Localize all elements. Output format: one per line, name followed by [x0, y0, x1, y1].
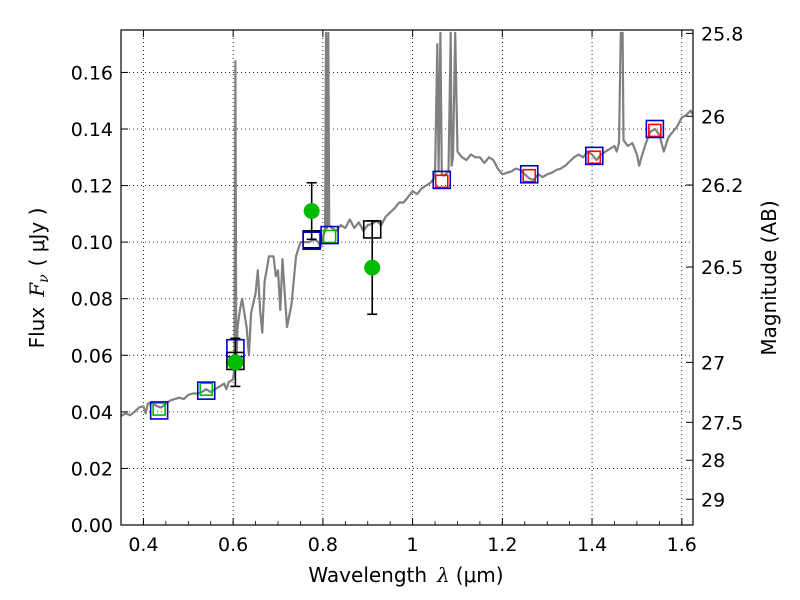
y-tick-label: 0.08 [71, 289, 113, 311]
blue-square [432, 170, 452, 190]
red-square [587, 150, 602, 165]
blue-square [149, 401, 169, 420]
observed-point [227, 354, 244, 371]
red-square [434, 174, 449, 189]
y-tick-label: 0.06 [71, 345, 113, 367]
plot-frame [120, 29, 694, 526]
red-square [522, 168, 537, 183]
y-tick-label: 0.10 [71, 232, 113, 254]
x-axis-label: Wavelength λ (μm) [308, 563, 503, 587]
blue-square [519, 164, 539, 184]
x-tick-label: 1.4 [577, 534, 607, 556]
x-tick-label: 1 [407, 534, 419, 556]
y2-tick-label: 26.5 [701, 257, 743, 279]
x-tick-label: 1.6 [667, 534, 697, 556]
y-axis-label: FluxFν( μJy ) [25, 208, 52, 349]
y-tick-label: 0.00 [71, 515, 113, 537]
y2-tick-label: 28 [701, 450, 725, 472]
data-layer [121, 31, 693, 420]
ticks: 0.4 0.6 0.8 1 1.2 1.4 1.6 0.00 0.02 0.04 0.06 0.08 0… [71, 23, 744, 556]
y2-tick-label: 26 [701, 106, 725, 128]
green-square [199, 382, 214, 397]
y2-tick-label: 25.8 [701, 23, 743, 45]
green-square [152, 402, 166, 416]
y2-tick-label: 29 [701, 489, 725, 511]
red-square [648, 123, 662, 138]
x-tick-label: 0.8 [308, 534, 338, 556]
observed-point [303, 203, 320, 220]
y2-tick-label: 27 [701, 352, 725, 374]
y-tick-label: 0.02 [71, 458, 113, 480]
green-square [322, 229, 337, 244]
y2-tick-label: 26.2 [701, 175, 743, 197]
x-tick-label: 0.6 [218, 534, 248, 556]
blue-square [585, 146, 604, 166]
observed-point [364, 259, 381, 276]
blue-square [320, 225, 339, 245]
blue-square [645, 119, 665, 139]
y-tick-label: 0.04 [71, 402, 113, 424]
y-tick-label: 0.14 [71, 119, 113, 141]
y2-axis-label: Magnitude (AB) [757, 200, 781, 355]
sed-line [121, 31, 693, 418]
y-tick-label: 0.16 [71, 62, 113, 84]
x-tick-label: 1.2 [487, 534, 517, 556]
x-tick-label: 0.4 [128, 534, 158, 556]
y2-tick-label: 27.5 [701, 412, 743, 434]
y-tick-label: 0.12 [71, 176, 113, 198]
blue-square [196, 381, 216, 400]
plot-area [121, 30, 693, 525]
